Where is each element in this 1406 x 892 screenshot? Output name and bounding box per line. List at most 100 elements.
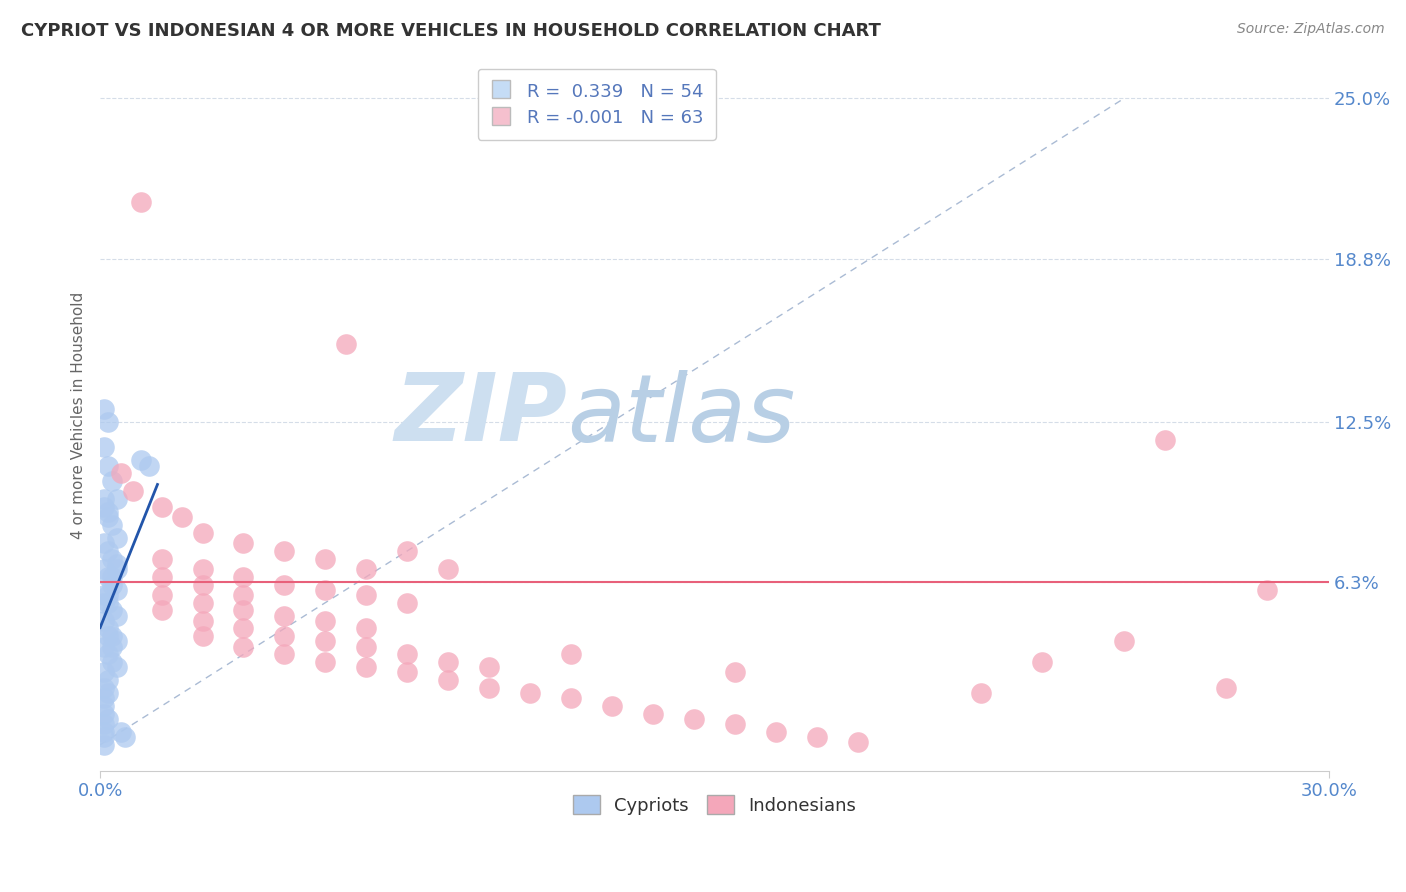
Point <box>191 614 214 628</box>
Point <box>1256 582 1278 597</box>
Point <box>560 691 582 706</box>
Point <box>150 570 173 584</box>
Point <box>97 458 120 473</box>
Point <box>93 536 115 550</box>
Point <box>724 717 747 731</box>
Text: CYPRIOT VS INDONESIAN 4 OR MORE VEHICLES IN HOUSEHOLD CORRELATION CHART: CYPRIOT VS INDONESIAN 4 OR MORE VEHICLES… <box>21 22 882 40</box>
Point <box>396 596 419 610</box>
Point <box>314 551 336 566</box>
Point <box>105 492 128 507</box>
Point <box>93 500 115 514</box>
Point <box>970 686 993 700</box>
Point <box>93 681 115 695</box>
Point <box>93 725 115 739</box>
Point <box>232 622 254 636</box>
Point <box>93 730 115 744</box>
Point <box>93 588 115 602</box>
Point <box>437 562 460 576</box>
Point <box>105 660 128 674</box>
Point <box>437 673 460 688</box>
Point <box>97 622 120 636</box>
Y-axis label: 4 or more Vehicles in Household: 4 or more Vehicles in Household <box>72 292 86 539</box>
Text: atlas: atlas <box>567 369 796 460</box>
Point <box>191 562 214 576</box>
Point <box>232 536 254 550</box>
Point <box>93 665 115 680</box>
Point <box>93 401 115 416</box>
Point <box>170 510 193 524</box>
Point <box>1112 634 1135 648</box>
Point <box>101 474 124 488</box>
Point <box>97 544 120 558</box>
Point <box>437 655 460 669</box>
Point <box>97 629 120 643</box>
Point <box>683 712 706 726</box>
Point <box>150 603 173 617</box>
Point <box>273 629 295 643</box>
Point <box>93 699 115 714</box>
Point <box>101 551 124 566</box>
Point <box>129 453 152 467</box>
Point <box>356 640 378 654</box>
Point <box>114 730 136 744</box>
Point <box>191 525 214 540</box>
Point <box>101 577 124 591</box>
Point <box>93 562 115 576</box>
Point <box>478 660 501 674</box>
Point <box>110 467 132 481</box>
Point <box>1215 681 1237 695</box>
Point <box>97 505 120 519</box>
Point <box>101 518 124 533</box>
Point <box>314 582 336 597</box>
Point <box>396 648 419 662</box>
Point <box>122 484 145 499</box>
Point <box>232 588 254 602</box>
Point <box>150 588 173 602</box>
Point <box>273 544 295 558</box>
Point <box>97 712 120 726</box>
Point <box>97 648 120 662</box>
Point <box>150 551 173 566</box>
Point <box>97 570 120 584</box>
Point <box>93 706 115 721</box>
Point <box>97 510 120 524</box>
Point <box>356 660 378 674</box>
Point <box>273 648 295 662</box>
Text: Source: ZipAtlas.com: Source: ZipAtlas.com <box>1237 22 1385 37</box>
Point <box>1031 655 1053 669</box>
Point <box>314 634 336 648</box>
Point <box>150 500 173 514</box>
Point <box>356 622 378 636</box>
Point <box>138 458 160 473</box>
Point <box>105 562 128 576</box>
Point <box>97 596 120 610</box>
Point <box>97 686 120 700</box>
Point <box>101 655 124 669</box>
Point <box>191 596 214 610</box>
Point <box>101 603 124 617</box>
Point <box>93 596 115 610</box>
Point <box>765 725 787 739</box>
Legend: Cypriots, Indonesians: Cypriots, Indonesians <box>562 785 868 826</box>
Point <box>335 337 357 351</box>
Point <box>105 531 128 545</box>
Point <box>101 629 124 643</box>
Point <box>105 582 128 597</box>
Point <box>806 730 828 744</box>
Point <box>232 640 254 654</box>
Point <box>273 608 295 623</box>
Point <box>101 640 124 654</box>
Point <box>105 557 128 571</box>
Point <box>396 665 419 680</box>
Point <box>93 441 115 455</box>
Point <box>478 681 501 695</box>
Point <box>105 608 128 623</box>
Point <box>93 614 115 628</box>
Point <box>93 738 115 752</box>
Point <box>846 735 869 749</box>
Point <box>191 577 214 591</box>
Point <box>191 629 214 643</box>
Point <box>97 415 120 429</box>
Point <box>232 570 254 584</box>
Point <box>519 686 541 700</box>
